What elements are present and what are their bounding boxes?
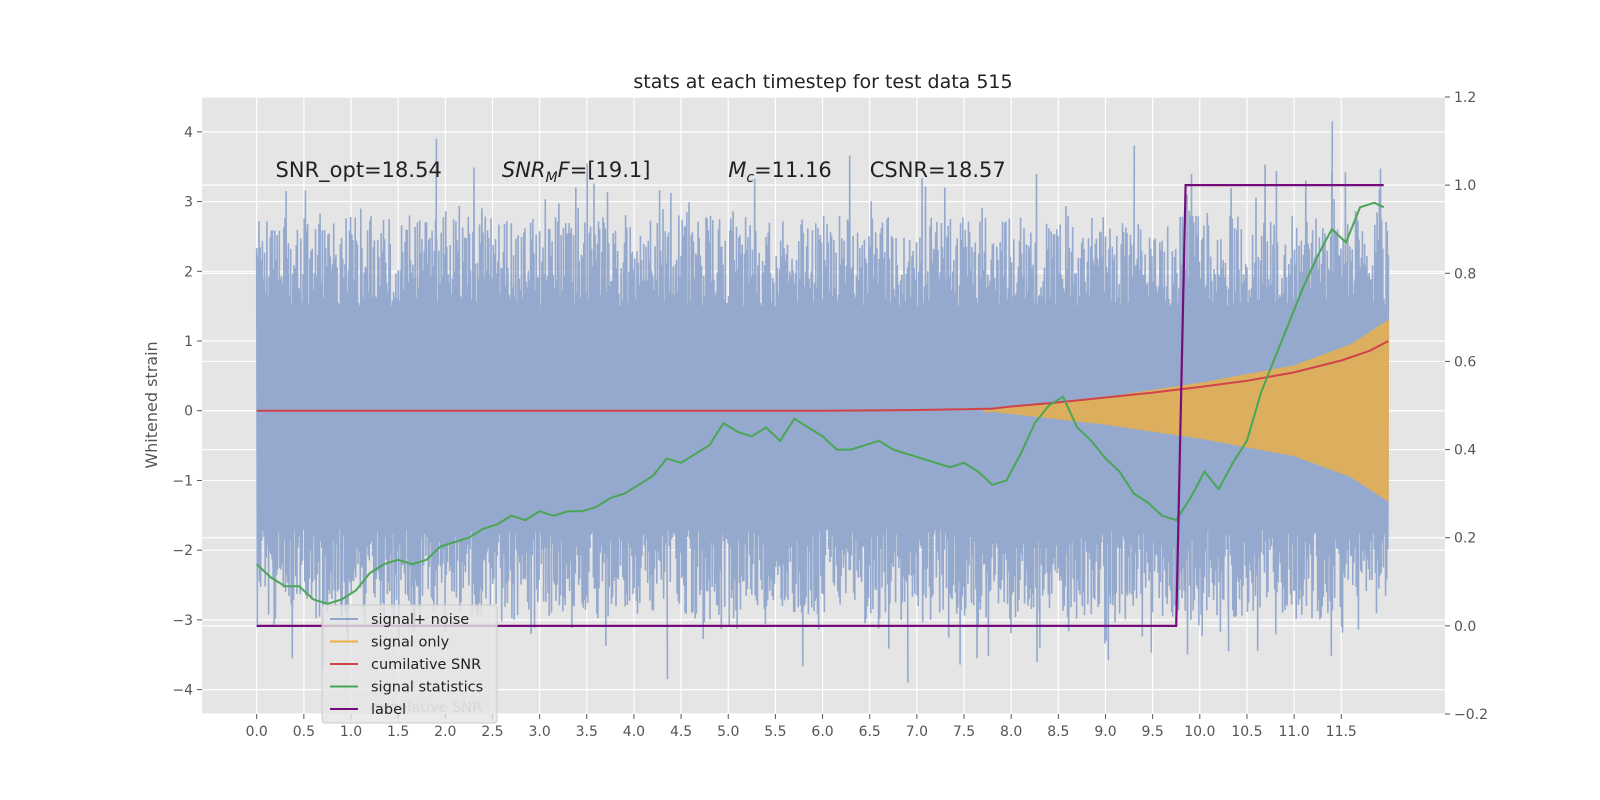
y2-tick-label-1: 1.0	[1454, 178, 1476, 194]
x-tick-label-12: 6.0	[811, 724, 833, 740]
y-tick-label-3: 1	[184, 334, 193, 350]
legend-ghost-text: cumilative SNR	[372, 700, 482, 716]
y2-tick-label-4: 0.4	[1454, 443, 1476, 459]
series-cumulative-snr	[256, 340, 1389, 412]
x-tick-label-23: 11.5	[1326, 724, 1357, 740]
x-tick-label-13: 6.5	[859, 724, 881, 740]
y2-tick-label-7: −0.2	[1454, 707, 1488, 723]
legend-label-0: signal+ noise	[371, 612, 469, 628]
series-signal-statistics	[256, 201, 1385, 605]
x-tick-label-3: 1.5	[387, 724, 409, 740]
x-tick-label-18: 9.0	[1094, 724, 1116, 740]
x-tick-label-22: 11.0	[1279, 724, 1310, 740]
y-tick-label-2: 2	[184, 264, 193, 280]
annotation-snr-mf: SNRMF=[19.1]	[502, 158, 651, 186]
chart-title: stats at each timestep for test data 515	[633, 71, 1012, 93]
legend-label-2: cumilative SNR	[371, 657, 481, 673]
y-tick-label-0: 4	[184, 125, 193, 141]
legend-label-3: signal statistics	[371, 680, 483, 696]
legend-box	[321, 604, 498, 724]
x-tick-label-20: 10.0	[1184, 724, 1215, 740]
x-tick-label-10: 5.0	[717, 724, 739, 740]
x-tick-label-14: 7.0	[906, 724, 928, 740]
x-tick-label-0: 0.0	[246, 724, 268, 740]
x-tick-label-2: 1.0	[340, 724, 362, 740]
axis-ticks: 0.0 0.5 1.0 1.5 2.0 2.5 3.0 3.5 4.0 4.5 5.0 5.5 6.0 6…	[172, 90, 1488, 740]
x-tick-label-9: 4.5	[670, 724, 692, 740]
x-tick-label-11: 5.5	[764, 724, 786, 740]
y-tick-label-4: 0	[184, 404, 193, 420]
y-tick-label-6: −2	[172, 543, 193, 559]
x-tick-label-6: 3.0	[528, 724, 550, 740]
y-axis-label: Whitened strain	[142, 341, 161, 468]
x-tick-label-8: 4.0	[623, 724, 645, 740]
x-tick-label-19: 9.5	[1142, 724, 1164, 740]
y2-tick-label-6: 0.0	[1454, 619, 1476, 635]
x-tick-label-16: 8.0	[1000, 724, 1022, 740]
x-tick-label-15: 7.5	[953, 724, 975, 740]
y2-tick-label-5: 0.2	[1454, 531, 1476, 547]
x-tick-label-4: 2.0	[434, 724, 456, 740]
y2-tick-label-3: 0.6	[1454, 354, 1476, 370]
x-tick-label-21: 10.5	[1231, 724, 1262, 740]
series-layer	[255, 121, 1390, 683]
y-tick-label-8: −4	[172, 683, 193, 699]
y-tick-label-5: −1	[172, 473, 193, 489]
legend-label-4: label	[371, 702, 406, 718]
legend-label-1: signal only	[371, 635, 450, 651]
y-tick-label-7: −3	[172, 613, 193, 629]
y2-tick-label-0: 1.2	[1454, 90, 1476, 106]
series-label	[256, 184, 1384, 627]
annotation-mc: Mc=11.16	[728, 158, 832, 186]
x-tick-label-1: 0.5	[293, 724, 315, 740]
annotations: SNR_opt=18.54 SNRMF=[19.1] Mc=11.16 CSNR=18…	[276, 158, 1006, 186]
x-tick-label-17: 8.5	[1047, 724, 1069, 740]
x-tick-label-7: 3.5	[576, 724, 598, 740]
legend: cumilative SNR signal+ noise signal only cu…	[321, 604, 498, 724]
annotation-csnr: CSNR=18.57	[870, 158, 1006, 182]
annotation-snr-opt: SNR_opt=18.54	[276, 158, 442, 183]
series-signal-noise	[255, 121, 1390, 683]
y2-tick-label-2: 0.8	[1454, 266, 1476, 282]
y-tick-label-1: 3	[184, 195, 193, 211]
x-tick-label-5: 2.5	[481, 724, 503, 740]
